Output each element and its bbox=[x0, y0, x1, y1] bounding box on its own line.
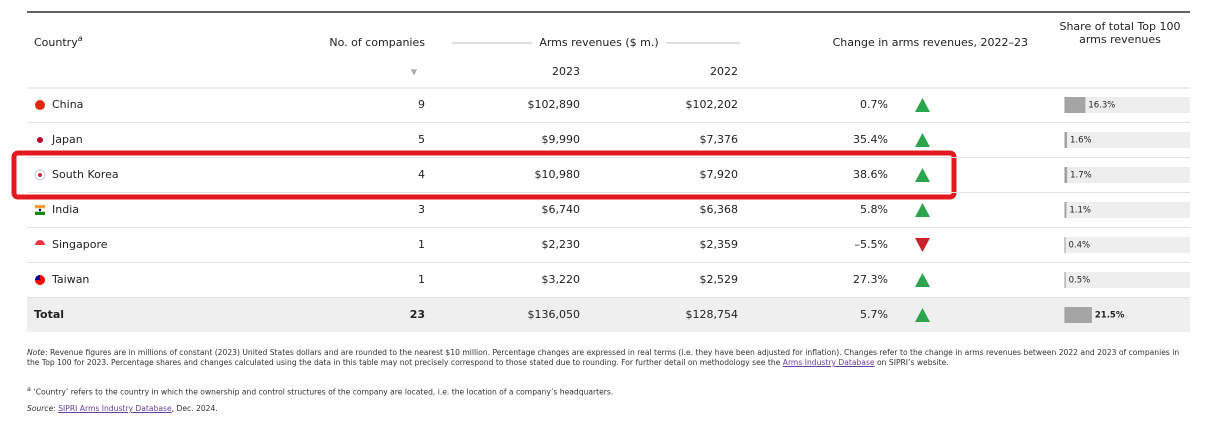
companies: 1 bbox=[418, 273, 425, 286]
share-label: 21.5% bbox=[1095, 311, 1125, 321]
share-bar bbox=[1065, 97, 1086, 113]
header-change: Change in arms revenues, 2022–23 bbox=[833, 36, 1028, 49]
flag bbox=[38, 208, 42, 212]
link[interactable]: Arms Industry Database bbox=[782, 358, 875, 367]
flag bbox=[35, 211, 45, 215]
header-text: Country bbox=[34, 36, 78, 49]
arrow-up bbox=[915, 98, 930, 112]
country: South Korea bbox=[52, 168, 119, 181]
footnote-mark: a bbox=[27, 386, 31, 393]
share-bar bbox=[1065, 132, 1067, 148]
revenue: $2,230 bbox=[542, 238, 581, 251]
share-track bbox=[1065, 237, 1190, 253]
arrow-up bbox=[915, 273, 930, 287]
link[interactable]: SIPRI Arms Industry Database bbox=[58, 404, 172, 413]
header-share: Share of total Top 100 arms revenues bbox=[1059, 20, 1181, 46]
country: Taiwan bbox=[51, 273, 89, 286]
arrow-up bbox=[915, 203, 930, 217]
source-text: , Dec. 2024. bbox=[171, 404, 218, 413]
revenue: $136,050 bbox=[528, 308, 581, 321]
revenue: $7,376 bbox=[700, 133, 739, 146]
footnote-mark: a bbox=[78, 34, 83, 43]
sort-icon[interactable]: ▼ bbox=[411, 68, 418, 77]
companies: 23 bbox=[410, 308, 425, 321]
header-year: 2023 bbox=[552, 65, 580, 78]
flag bbox=[35, 205, 45, 209]
share-label: 0.4% bbox=[1069, 241, 1091, 251]
share-label: 16.3% bbox=[1088, 101, 1115, 111]
share-label: 1.7% bbox=[1070, 171, 1092, 181]
header-year: 2022 bbox=[710, 65, 738, 78]
header-share-box: Share of total Top 100 arms revenues bbox=[1059, 20, 1181, 46]
revenue: $3,220 bbox=[542, 273, 581, 286]
revenue: $2,359 bbox=[700, 238, 739, 251]
note-label: Note bbox=[27, 348, 45, 357]
share-label: 0.5% bbox=[1069, 276, 1091, 286]
total-row-bg bbox=[27, 298, 1190, 332]
header-country: Countrya bbox=[34, 34, 83, 50]
source: Source: SIPRI Arms Industry Database, De… bbox=[27, 404, 1192, 414]
share-track bbox=[1065, 167, 1190, 183]
change: 38.6% bbox=[853, 168, 888, 181]
revenue: $6,740 bbox=[542, 203, 581, 216]
flag bbox=[35, 100, 45, 110]
footnote: a ‘Country’ refers to the country in whi… bbox=[27, 385, 1192, 398]
revenue: $9,990 bbox=[542, 133, 581, 146]
revenue: $6,368 bbox=[700, 203, 739, 216]
country: China bbox=[52, 98, 83, 111]
note: Note: Revenue figures are in millions of… bbox=[27, 348, 1192, 368]
flag bbox=[37, 137, 43, 143]
country: Total bbox=[34, 308, 64, 321]
share-track bbox=[1065, 272, 1190, 288]
header-companies: No. of companies bbox=[329, 36, 425, 49]
change: 0.7% bbox=[860, 98, 888, 111]
source-label: Source bbox=[27, 404, 54, 413]
revenue: $7,920 bbox=[700, 168, 739, 181]
highlight-box bbox=[11, 150, 957, 200]
note-text: on SIPRI’s website. bbox=[874, 358, 949, 367]
companies: 4 bbox=[418, 168, 425, 181]
change: 35.4% bbox=[853, 133, 888, 146]
change: 5.8% bbox=[860, 203, 888, 216]
share-bar bbox=[1065, 167, 1068, 183]
share-bar bbox=[1065, 202, 1067, 218]
revenue: $2,529 bbox=[700, 273, 739, 286]
change: 5.7% bbox=[860, 308, 888, 321]
revenue: $102,202 bbox=[686, 98, 739, 111]
share-track bbox=[1065, 132, 1190, 148]
revenue: $128,754 bbox=[686, 308, 739, 321]
share-label: 1.1% bbox=[1069, 206, 1091, 216]
companies: 1 bbox=[418, 238, 425, 251]
revenue: $10,980 bbox=[535, 168, 581, 181]
country: Singapore bbox=[52, 238, 108, 251]
country: India bbox=[52, 203, 79, 216]
flag bbox=[38, 173, 42, 177]
share-track bbox=[1065, 202, 1190, 218]
share-bar bbox=[1065, 307, 1092, 323]
revenue: $102,890 bbox=[528, 98, 581, 111]
companies: 3 bbox=[418, 203, 425, 216]
note-text: : Revenue figures are in millions of con… bbox=[27, 348, 1180, 367]
share-track bbox=[1065, 97, 1190, 113]
companies: 5 bbox=[418, 133, 425, 146]
change: 27.3% bbox=[853, 273, 888, 286]
arrow-up bbox=[915, 133, 930, 147]
arrow-down bbox=[915, 238, 930, 252]
change: –5.5% bbox=[855, 238, 888, 251]
arrow-up bbox=[915, 168, 930, 182]
source-text: : bbox=[53, 404, 59, 413]
flag bbox=[35, 275, 40, 280]
companies: 9 bbox=[418, 98, 425, 111]
country: Japan bbox=[51, 133, 83, 146]
table: Countrya No. of companies Arms revenues … bbox=[11, 11, 1190, 332]
flag bbox=[35, 240, 45, 245]
share-label: 1.6% bbox=[1070, 136, 1092, 146]
header-revenues: Arms revenues ($ m.) bbox=[539, 36, 658, 49]
footnote-text: ‘Country’ refers to the country in which… bbox=[30, 387, 614, 397]
arrow-up bbox=[915, 308, 930, 322]
